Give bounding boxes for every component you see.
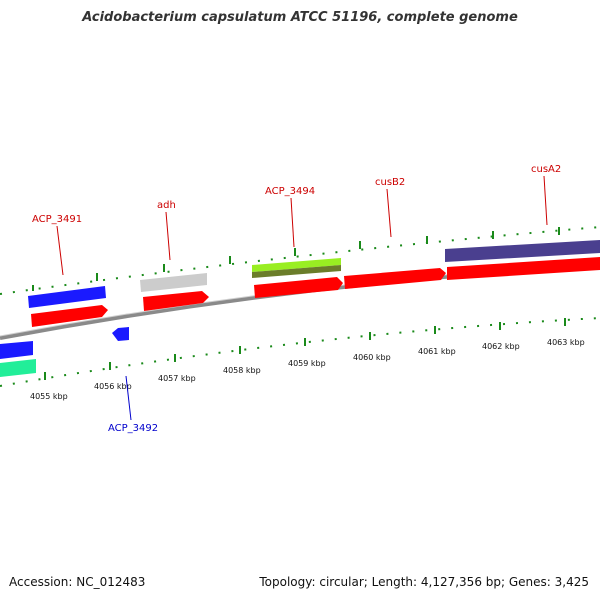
upper-major-ticks <box>32 227 560 291</box>
purple-feature-bar[interactable] <box>445 240 600 262</box>
cds-track <box>31 257 600 327</box>
gene-label-cusa2[interactable]: cusA2 <box>531 164 561 175</box>
gene-label-adh[interactable]: adh <box>157 200 176 211</box>
reverse-arrow-feature[interactable] <box>112 327 129 341</box>
lower-tick-track <box>0 317 600 387</box>
gene-label-acp3494[interactable]: ACP_3494 <box>265 186 315 197</box>
gene-label-acp3491[interactable]: ACP_3491 <box>32 214 82 225</box>
topology-label: Topology: circular; Length: 4,127,356 bp… <box>259 575 589 589</box>
gene-label-acp3492[interactable]: ACP_3492 <box>108 423 158 434</box>
lime-feature-bar[interactable] <box>252 258 341 272</box>
scale-label: 4061 kbp <box>418 347 456 356</box>
scale-label: 4062 kbp <box>482 342 520 351</box>
cds-arrow[interactable] <box>143 291 209 311</box>
scale-label: 4056 kbp <box>94 382 132 391</box>
cds-arrow[interactable] <box>344 268 446 289</box>
scale-labels: 4055 kbp 4056 kbp 4057 kbp 4058 kbp 4059… <box>30 338 585 401</box>
olive-feature-bar[interactable] <box>252 265 341 278</box>
scale-label: 4058 kbp <box>223 366 261 375</box>
scale-label: 4060 kbp <box>353 353 391 362</box>
scale-label: 4059 kbp <box>288 359 326 368</box>
cds-arrow[interactable] <box>447 257 600 280</box>
genome-backbone <box>0 264 600 340</box>
cds-arrow[interactable] <box>254 277 343 298</box>
accession-label: Accession: NC_012483 <box>9 575 146 589</box>
blue-feature-bar[interactable] <box>0 341 33 359</box>
scale-label: 4055 kbp <box>30 392 68 401</box>
teal-feature-bar[interactable] <box>0 359 36 377</box>
blue-feature-bar[interactable] <box>28 286 106 308</box>
lower-major-ticks <box>44 318 566 380</box>
gray-feature-bar[interactable] <box>140 273 207 292</box>
gene-label-cusb2[interactable]: cusB2 <box>375 177 405 188</box>
map-title: Acidobacterium capsulatum ATCC 51196, co… <box>82 10 518 25</box>
label-leaders <box>56 175 548 421</box>
scale-label: 4063 kbp <box>547 338 585 347</box>
cds-arrow[interactable] <box>31 305 108 327</box>
scale-label: 4057 kbp <box>158 374 196 383</box>
